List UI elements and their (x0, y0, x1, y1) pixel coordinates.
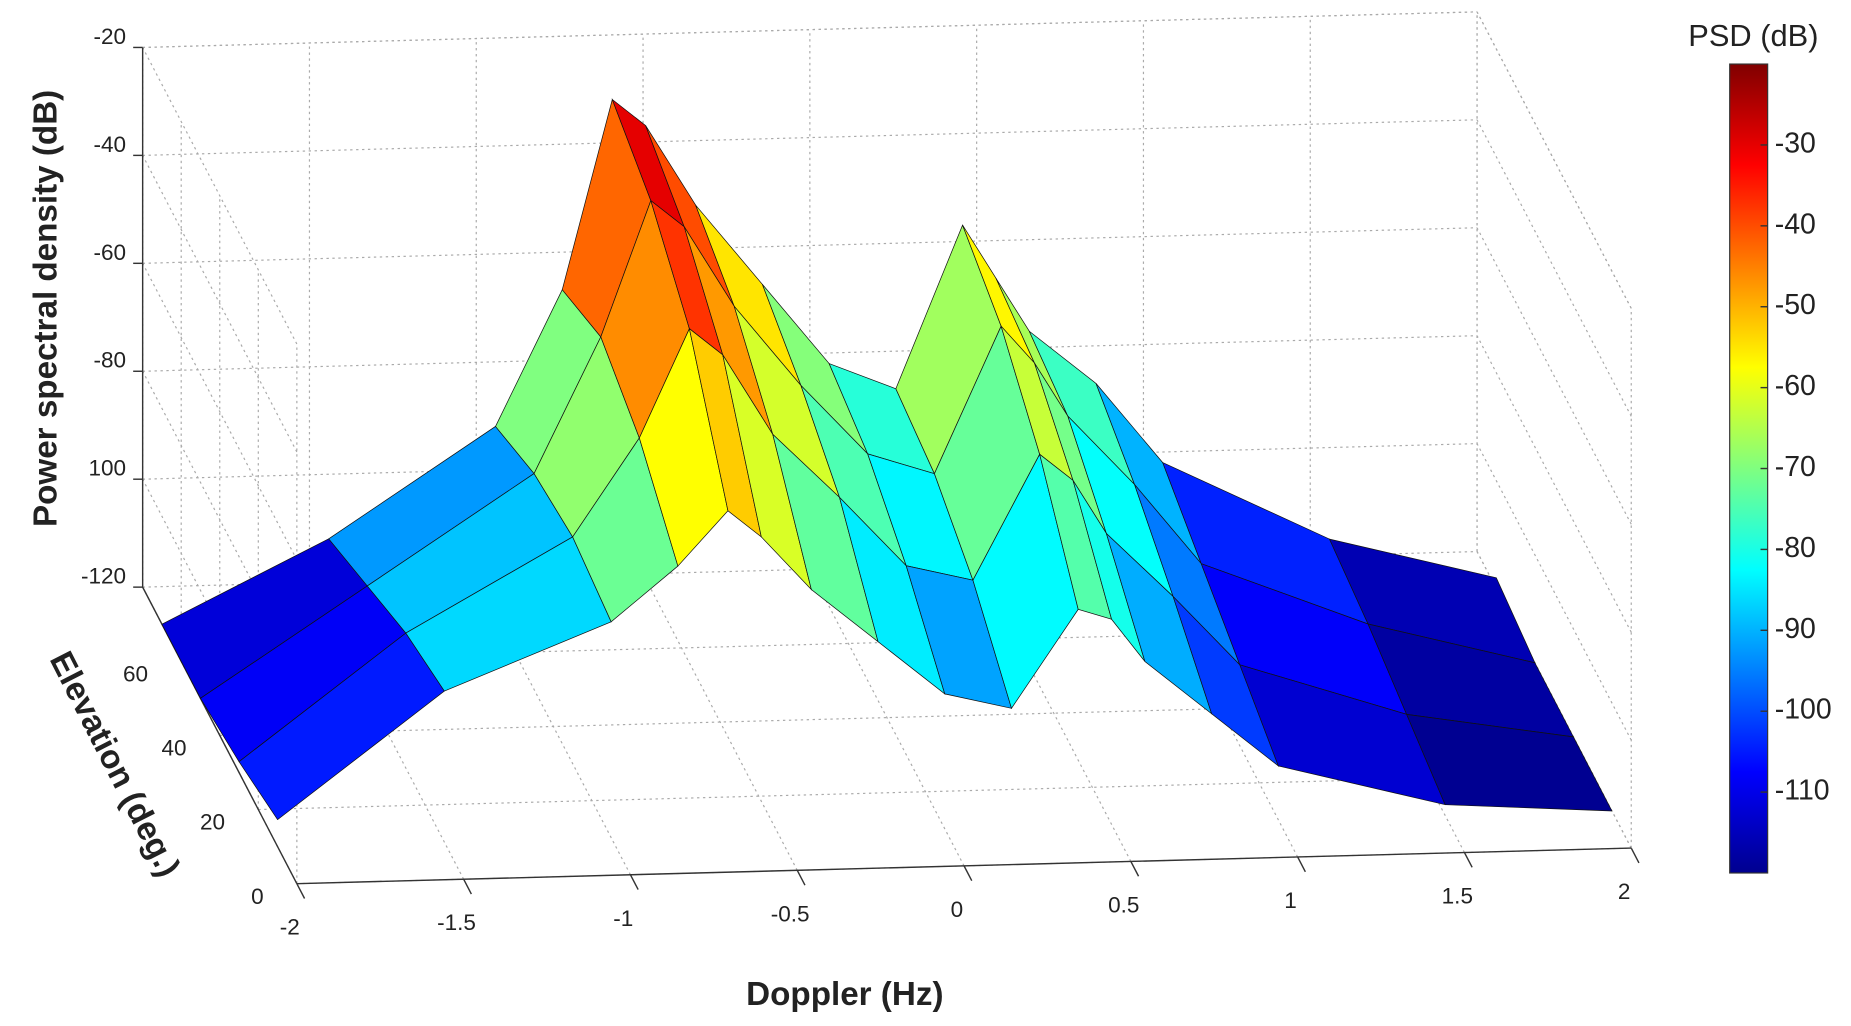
tick-mark (1463, 852, 1473, 868)
tick-mark (1630, 847, 1640, 864)
grid-line (142, 119, 1478, 156)
grid-line (142, 227, 1478, 264)
grid-line (1476, 227, 1632, 525)
x-tick-label: -1.5 (437, 910, 476, 935)
colorbar-tick-label: -90 (1775, 613, 1816, 645)
colorbar-tick-label: -110 (1775, 775, 1830, 807)
y-tick-label: 20 (200, 810, 225, 835)
tick-mark (296, 883, 306, 899)
x-axis-label: Doppler (Hz) (746, 976, 943, 1013)
tick-mark (463, 878, 472, 895)
grid-line (976, 564, 1132, 862)
colorbar-tick-label: -50 (1775, 289, 1816, 321)
grid-line (142, 47, 298, 345)
tick-mark (796, 869, 806, 886)
x-tick-label: -0.5 (771, 901, 810, 926)
tick-mark (963, 865, 973, 882)
box-edge (1476, 11, 1632, 309)
colorbar-tick-label: -100 (1775, 694, 1832, 726)
z-tick-label: -80 (94, 348, 127, 373)
grid-line (642, 573, 798, 871)
colorbar-tick-label: -40 (1775, 208, 1816, 240)
colorbar-tick-label: -80 (1775, 532, 1816, 564)
z-tick-label: -60 (94, 240, 127, 265)
grid-line (1476, 443, 1632, 741)
grid-line (142, 155, 298, 453)
x-tick-label: -1 (613, 906, 633, 931)
tick-mark (1297, 856, 1306, 873)
x-tick-label: 1.5 (1442, 884, 1473, 909)
grid-line (1476, 119, 1632, 417)
y-tick-label: 60 (123, 661, 148, 686)
colorbar-tick-label: -60 (1775, 370, 1816, 402)
y-tick-label: 0 (251, 884, 264, 909)
colorbar-tick-label: -30 (1775, 127, 1816, 159)
y-axis-label: Elevation (deg.) (42, 646, 187, 883)
x-tick-label: 1 (1284, 888, 1297, 913)
x-tick-label: 0.5 (1108, 892, 1139, 917)
x-tick-label: 0 (951, 897, 964, 922)
x-axis (296, 847, 1632, 885)
colorbar-title: PSD (dB) (1688, 18, 1818, 53)
grid-line (1476, 335, 1632, 633)
tick-mark (629, 874, 639, 890)
x-tick-label: 2 (1618, 879, 1631, 904)
grid-line (809, 569, 965, 867)
z-tick-label: -20 (94, 24, 127, 49)
x-tick-label: -2 (280, 915, 300, 940)
colorbar-tick-label: -70 (1775, 451, 1816, 483)
tick-mark (1130, 861, 1140, 877)
z-tick-label: -40 (94, 132, 127, 157)
z-axis-label: Power spectral density (dB) (28, 90, 65, 527)
z-tick-label: 100 (88, 456, 126, 481)
surface-patch (1406, 713, 1613, 812)
grid-line (142, 263, 298, 561)
y-tick-label: 40 (161, 736, 186, 761)
z-tick-label: -120 (81, 564, 126, 589)
